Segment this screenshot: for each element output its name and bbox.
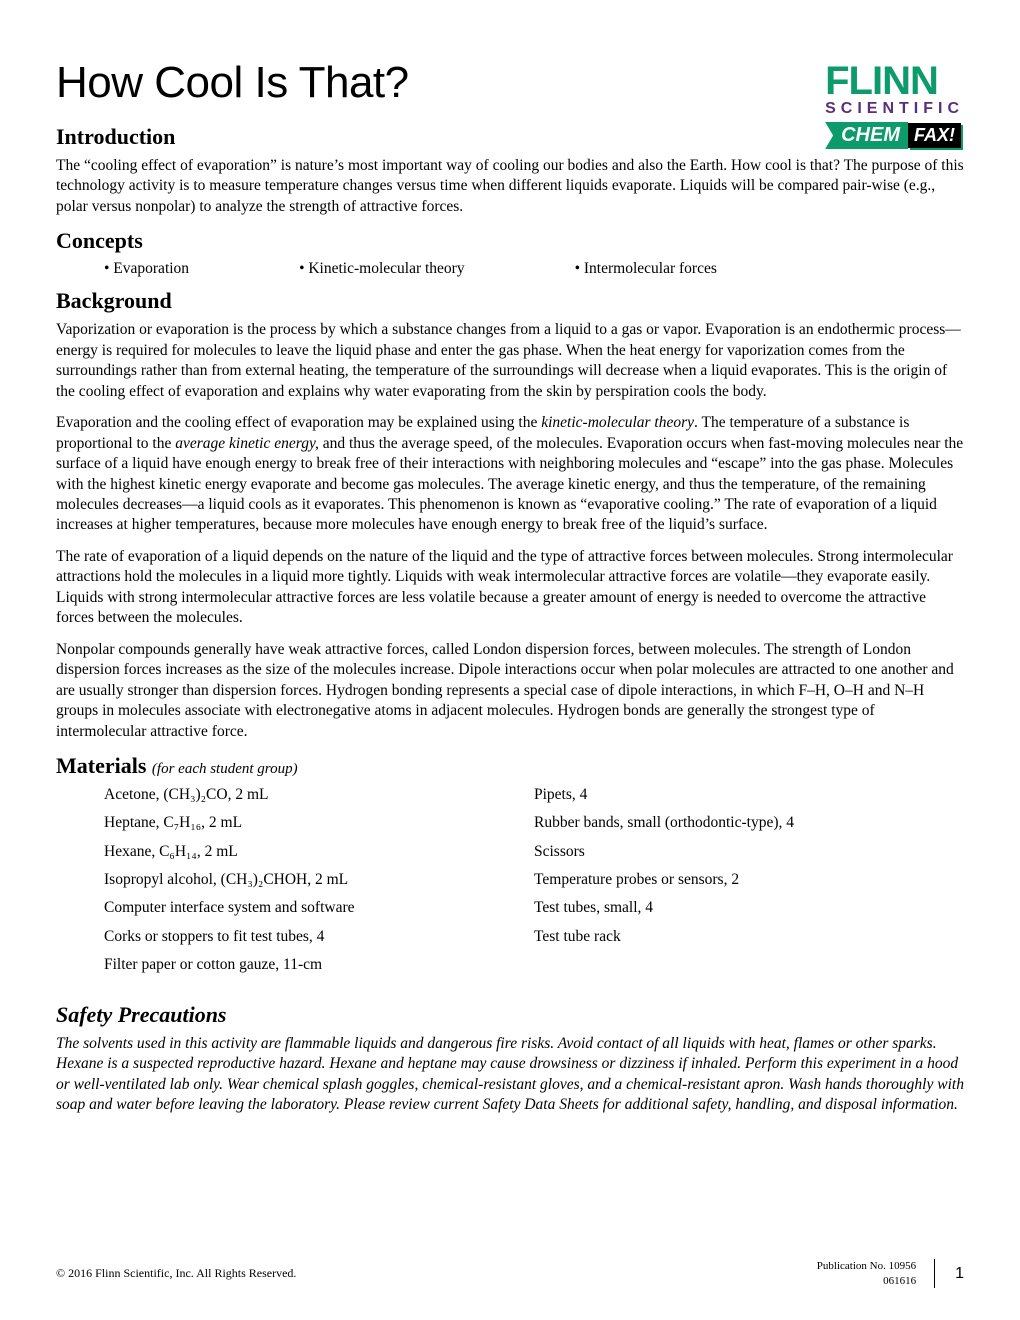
- background-p3: The rate of evaporation of a liquid depe…: [56, 547, 964, 629]
- material-item: Pipets, 4: [534, 785, 964, 804]
- material-item: Filter paper or cotton gauze, 11-cm: [104, 955, 534, 974]
- concept-item: • Kinetic-molecular theory: [299, 260, 465, 278]
- page-footer: © 2016 Flinn Scientific, Inc. All Rights…: [56, 1259, 964, 1288]
- concepts-heading: Concepts: [56, 228, 964, 254]
- material-item: Hexane, C₆H₁₄, 2 mL: [104, 842, 534, 861]
- introduction-text: The “cooling effect of evaporation” is n…: [56, 156, 964, 217]
- material-item: Test tubes, small, 4: [534, 898, 964, 917]
- concept-item: • Intermolecular forces: [575, 260, 717, 278]
- materials-heading: Materials (for each student group): [56, 753, 964, 779]
- background-p4: Nonpolar compounds generally have weak a…: [56, 640, 964, 742]
- page-number: 1: [955, 1265, 964, 1283]
- safety-heading: Safety Precautions: [56, 1002, 964, 1028]
- concepts-list: • Evaporation • Kinetic-molecular theory…: [56, 260, 964, 278]
- material-item: Acetone, (CH₃)₂CO, 2 mL: [104, 785, 534, 804]
- brand-logo: FLINN SCIENTIFIC CHEMFAX!: [825, 64, 964, 149]
- background-p1: Vaporization or evaporation is the proce…: [56, 320, 964, 402]
- material-item: Computer interface system and software: [104, 898, 534, 917]
- material-item: Scissors: [534, 842, 964, 861]
- materials-note: (for each student group): [152, 761, 298, 777]
- materials-list: Acetone, (CH₃)₂CO, 2 mL Heptane, C₇H₁₆, …: [56, 785, 964, 984]
- copyright-text: © 2016 Flinn Scientific, Inc. All Rights…: [56, 1266, 296, 1281]
- materials-col-1: Acetone, (CH₃)₂CO, 2 mL Heptane, C₇H₁₆, …: [104, 785, 534, 984]
- material-item: Rubber bands, small (orthodontic-type), …: [534, 813, 964, 832]
- background-heading: Background: [56, 288, 964, 314]
- material-item: Test tube rack: [534, 927, 964, 946]
- materials-col-2: Pipets, 4 Rubber bands, small (orthodont…: [534, 785, 964, 984]
- chem-label: CHEM: [825, 122, 908, 149]
- background-p2: Evaporation and the cooling effect of ev…: [56, 413, 964, 536]
- publication-info: Publication No. 10956 061616: [817, 1259, 935, 1288]
- safety-text: The solvents used in this activity are f…: [56, 1034, 964, 1116]
- material-item: Heptane, C₇H₁₆, 2 mL: [104, 813, 534, 832]
- material-item: Corks or stoppers to fit test tubes, 4: [104, 927, 534, 946]
- logo-line-2: SCIENTIFIC: [825, 100, 964, 118]
- concept-item: • Evaporation: [104, 260, 189, 278]
- material-item: Isopropyl alcohol, (CH₃)₂CHOH, 2 mL: [104, 870, 534, 889]
- material-item: Temperature probes or sensors, 2: [534, 870, 964, 889]
- logo-line-1: FLINN: [825, 64, 964, 98]
- fax-label: FAX!: [908, 123, 961, 148]
- chemfax-badge: CHEMFAX!: [825, 122, 961, 149]
